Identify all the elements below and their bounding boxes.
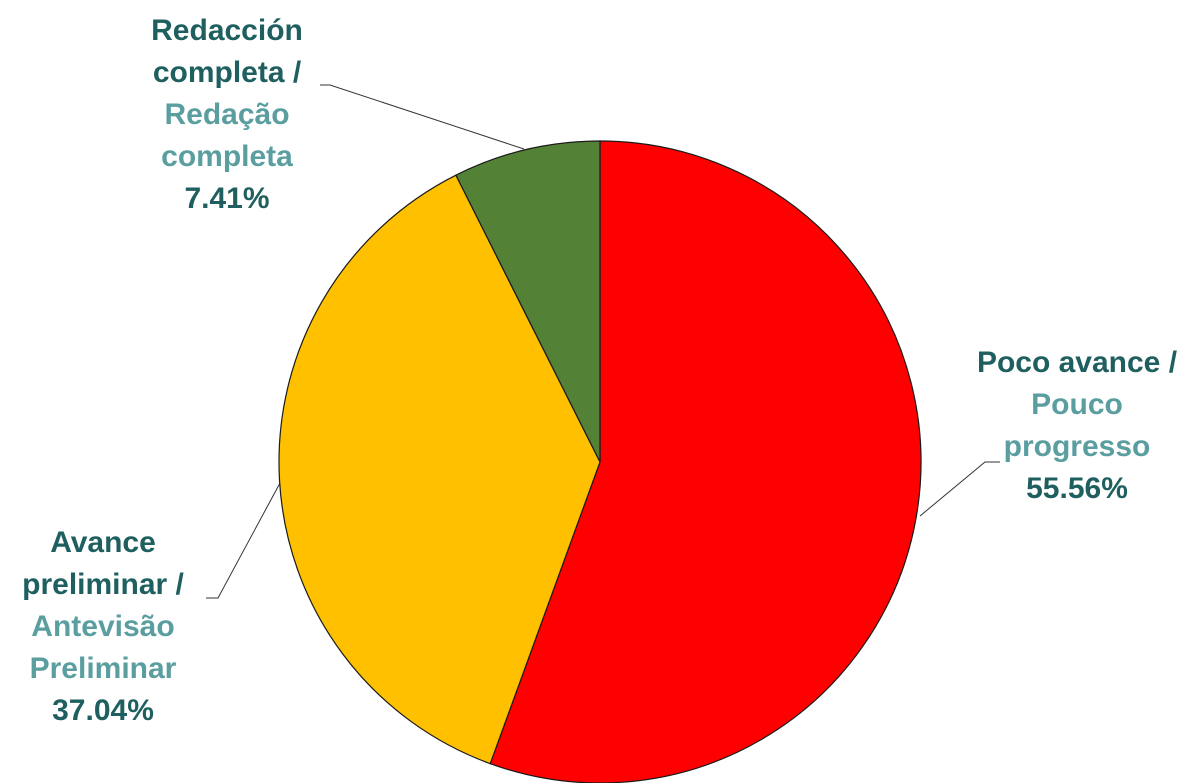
pie-slice-2 xyxy=(278,174,601,765)
slice-labels: Poco avance / Pouco progresso 55.56% Avance p… xyxy=(22,14,1178,727)
label-pt-2: Preliminar xyxy=(30,652,177,685)
label-percent-2: 37.04% xyxy=(52,694,154,727)
leader-lines xyxy=(206,84,1000,599)
pie-slice-1 xyxy=(489,140,922,783)
label-percent-1: 55.56% xyxy=(1026,472,1128,505)
label-pt-3: Redação xyxy=(164,98,289,131)
pie-slices xyxy=(278,140,922,783)
leader-line-3 xyxy=(320,84,525,150)
slice-label-3: Redacción completa / Redação completa 7.41% xyxy=(151,14,303,215)
label-pt-1: progresso xyxy=(1004,430,1151,463)
label-percent-3: 7.41% xyxy=(184,182,269,215)
label-es-2: Avance xyxy=(50,526,156,559)
label-pt-3: completa xyxy=(161,140,293,173)
leader-line-2 xyxy=(206,482,281,599)
slice-label-1: Poco avance / Pouco progresso 55.56% xyxy=(977,346,1178,505)
pie-slice-3 xyxy=(455,140,601,463)
slice-label-2: Avance preliminar / Antevisão Preliminar 37.… xyxy=(22,526,184,727)
label-pt-1: Pouco xyxy=(1031,388,1123,421)
label-es-1: Poco avance / xyxy=(977,346,1178,379)
leader-line-1 xyxy=(919,461,1000,517)
label-es-3: completa / xyxy=(153,56,302,89)
label-pt-2: Antevisão xyxy=(31,610,174,643)
label-es-3: Redacción xyxy=(151,14,303,47)
label-es-2: preliminar / xyxy=(22,568,184,601)
